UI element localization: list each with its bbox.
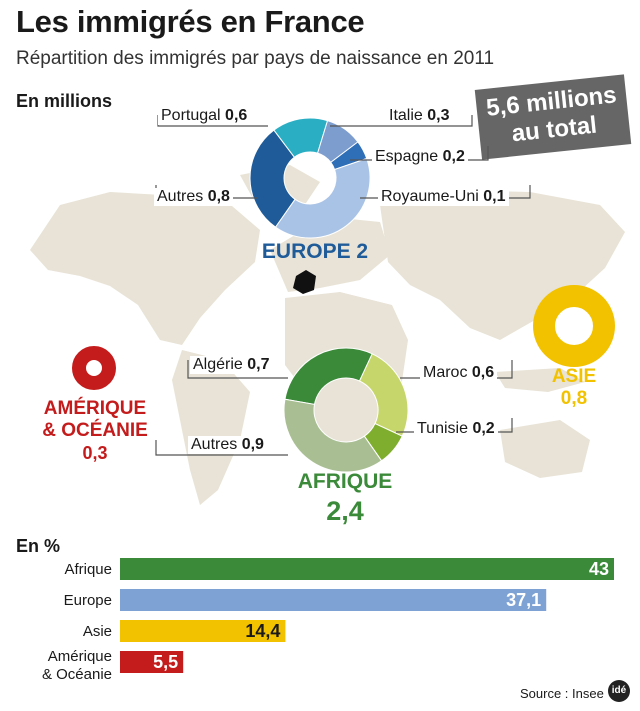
region-asie-value: 0,8 (560, 388, 588, 409)
label-espagne: Espagne 0,2 (372, 148, 468, 166)
slice-autres (274, 157, 371, 239)
region-afrique-value: 2,4 (326, 496, 364, 526)
page-subtitle: Répartition des immigrés par pays de nai… (16, 48, 495, 69)
label-maroc-value: 0,6 (471, 364, 495, 381)
region-afrique-name: AFRIQUE (297, 470, 393, 493)
bar-category-label-0-0: Afrique (64, 561, 112, 578)
label-portugal-name: Portugal (161, 107, 221, 124)
label-portugal: Portugal 0,6 (158, 107, 251, 125)
label-maroc: Maroc 0,6 (420, 364, 498, 382)
bar-category-label-3-1: & Océanie (42, 666, 112, 683)
bar-1 (120, 589, 547, 611)
label-espagne-value: 0,2 (442, 148, 465, 165)
bar-3 (120, 651, 184, 673)
bar-category-label-3-0: Amérique (48, 648, 112, 665)
region-afrique: AFRIQUE 2,4 (270, 470, 420, 527)
bar-0 (120, 558, 614, 580)
label-algerie: Algérie 0,7 (190, 356, 273, 374)
bar-category-label-2-0: Asie (83, 623, 112, 640)
percent-bar-chart: 43 Afrique 37,1 Europe 14,4 Asie 5,5 Amérique& … (42, 558, 614, 683)
bar-value-label-2: 14,4 (245, 621, 280, 641)
publisher-logo: idé (608, 680, 630, 702)
slice-portugal (249, 129, 296, 228)
region-amerique-value: 0,3 (82, 443, 108, 463)
amerique-ring-shape (72, 346, 116, 390)
map-north-america (30, 192, 260, 345)
label-portugal-value: 0,6 (225, 107, 248, 124)
label-algerie-value: 0,7 (247, 356, 270, 373)
region-europe-name: EUROPE (261, 240, 351, 263)
label-europe-autres-name: Autres (157, 188, 204, 205)
bar-category-label-1-0: Europe (64, 592, 112, 609)
afrique-donut (283, 347, 409, 473)
europe-donut (249, 117, 371, 239)
donut-charts (72, 115, 615, 473)
label-europe-autres: Autres 0,8 (154, 188, 233, 206)
region-asie: ASIE 0,8 (530, 366, 618, 410)
france-marker (293, 270, 316, 294)
label-afrique-autres-value: 0,9 (241, 436, 264, 453)
region-asie-name: ASIE (551, 366, 597, 387)
amerique-ring (72, 346, 116, 390)
region-amerique-name-1: AMÉRIQUE (43, 398, 147, 419)
label-royaume-uni-name: Royaume-Uni (381, 188, 479, 205)
bar-value-label-0: 43 (589, 559, 609, 579)
slice-alg-rie (284, 347, 373, 406)
label-afrique-autres-name: Autres (191, 436, 238, 453)
label-italie-name: Italie (389, 107, 423, 124)
slice-maroc (358, 353, 409, 437)
map-oceania (500, 420, 590, 478)
page-title: Les immigrés en France (16, 4, 365, 39)
region-amerique: AMÉRIQUE & OCÉANIE 0,3 (20, 398, 170, 464)
label-italie: Italie 0,3 (386, 107, 453, 125)
label-algerie-name: Algérie (193, 356, 243, 373)
label-afrique-autres: Autres 0,9 (188, 436, 267, 454)
map-south-america (172, 350, 250, 505)
bar-2 (120, 620, 286, 642)
unit-label-millions: En millions (16, 91, 113, 111)
region-amerique-name-2: & OCÉANIE (42, 420, 148, 441)
asie-ring (533, 285, 615, 367)
bar-value-label-1: 37,1 (506, 590, 541, 610)
map-indonesia (495, 368, 585, 392)
label-tunisie-value: 0,2 (472, 420, 495, 437)
region-europe: EUROPE 2 (250, 240, 380, 264)
bar-chart-title: En % (16, 536, 61, 556)
label-italie-value: 0,3 (427, 107, 450, 124)
label-royaume-uni: Royaume-Uni 0,1 (378, 188, 509, 206)
bar-value-label-3: 5,5 (153, 652, 178, 672)
label-espagne-name: Espagne (375, 148, 439, 165)
asie-ring-shape (533, 285, 615, 367)
label-europe-autres-value: 0,8 (207, 188, 230, 205)
source-note: Source : Insee (520, 686, 604, 701)
slice-autres (283, 398, 383, 473)
region-europe-value: 2 (356, 240, 369, 263)
label-maroc-name: Maroc (423, 364, 468, 381)
label-royaume-uni-value: 0,1 (483, 188, 506, 205)
label-tunisie-name: Tunisie (417, 420, 468, 437)
label-tunisie: Tunisie 0,2 (414, 420, 498, 438)
